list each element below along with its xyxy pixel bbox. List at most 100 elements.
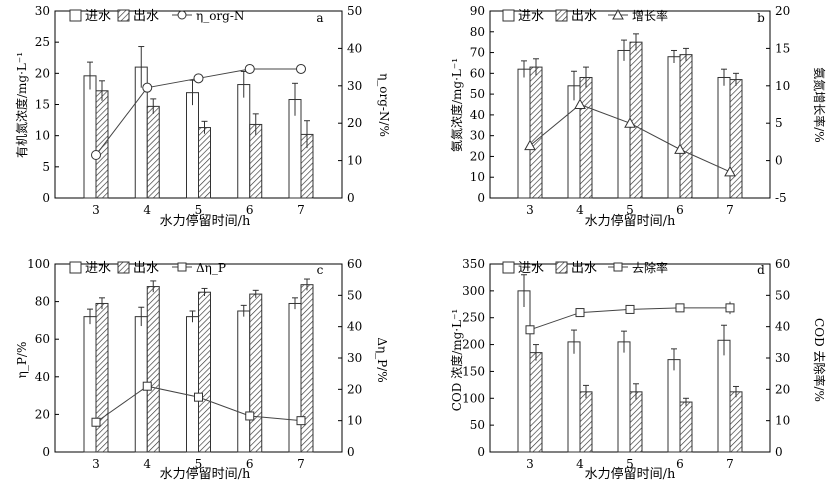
bar-effluent [146,286,160,453]
legend-label: 出水 [571,261,597,276]
bar-influent [717,339,731,453]
bar-effluent [729,391,743,453]
left-tick-label: 70 [470,46,485,60]
line-point [674,143,686,154]
left-tick-label: 5 [42,160,50,174]
x-axis-label: 水力停留时间/h [585,466,676,482]
legend-label: η_org-N [196,9,244,23]
right-tick-label: 0 [775,154,783,168]
right-tick-label: 40 [775,320,790,334]
left-tick-label: 0 [42,191,50,205]
panel-letter: a [316,11,323,25]
x-tick-label: 4 [143,203,151,217]
left-tick-label: 0 [477,445,485,459]
right-tick-label: 20 [347,116,362,130]
x-axis-label: 水力停留时间/h [160,466,251,482]
left-tick-label: 30 [35,4,50,18]
panel-b: 0 10 20 30 40 50 60 70 80 90 -5 0 5 10 15 20 3 4 5 6 7 水力停留时间… [449,4,827,229]
line-point [624,117,636,128]
left-tick-label: 100 [462,391,485,405]
bar-effluent [146,105,160,199]
legend-swatch [502,9,515,22]
right-axis-label: η_org-N/% [377,73,391,137]
x-tick-label: 6 [246,457,254,471]
x-tick-label: 5 [626,457,634,471]
right-tick-label: 50 [775,288,790,302]
legend-label: 进水 [85,261,111,276]
bar-influent [83,75,97,199]
bar-influent [186,92,199,199]
line-point [525,325,535,335]
x-tick-label: 3 [92,457,100,471]
line-point [625,304,635,314]
legend-label: Δη_P [196,261,226,275]
line-point [245,411,255,421]
left-tick-label: 80 [35,295,50,309]
x-tick-label: 6 [676,203,684,217]
line-point [296,63,306,74]
line-point [91,417,101,427]
left-axis-label: η_P/% [15,342,29,379]
bar-effluent [629,391,643,453]
x-tick-label: 5 [195,203,203,217]
left-tick-label: 0 [42,445,50,459]
bar-effluent [249,123,263,199]
left-tick-label: 50 [470,418,485,432]
x-tick-label: 4 [576,203,584,217]
bar-effluent [249,293,263,453]
line-point [575,308,585,318]
line-point [574,98,586,109]
left-tick-label: 60 [35,332,50,346]
left-tick-label: 50 [470,87,485,101]
bar-influent [667,359,681,453]
panel-c: 0 20 40 60 80 100 0 10 20 30 40 50 60 3 4 5 6 7 水力停留时间/h η_… [15,257,389,482]
bar-influent [617,341,631,453]
bar-effluent [300,284,314,453]
left-tick-label: 150 [462,364,485,378]
right-tick-label: 20 [347,382,362,396]
line-point [193,73,204,84]
x-tick-label: 3 [92,203,100,217]
bar-effluent [729,79,743,199]
line-point [91,149,101,160]
right-axis-label: Δη_P/% [375,337,389,382]
left-tick-label: 100 [27,257,50,271]
bar-influent [517,68,531,199]
left-tick-label: 30 [470,129,485,143]
x-tick-label: 3 [526,457,534,471]
right-tick-label: -5 [775,191,787,205]
x-tick-label: 7 [726,457,734,471]
x-axis-label: 水力停留时间/h [585,213,676,229]
x-tick-label: 6 [246,203,254,217]
left-tick-label: 10 [470,170,485,184]
legend-swatch [555,9,568,22]
right-tick-label: 10 [775,79,790,93]
legend-swatch [69,9,82,22]
legend-label: 出水 [133,9,159,24]
legend-marker [613,262,623,272]
left-tick-label: 10 [35,129,50,143]
bar-influent [288,302,302,453]
legend-marker [177,10,187,20]
right-tick-label: 60 [775,257,790,271]
legend-marker [177,262,187,272]
right-tick-label: 50 [347,288,362,302]
right-tick-label: 20 [775,4,790,18]
x-tick-label: 6 [676,457,684,471]
line-point [142,82,153,93]
right-tick-label: 30 [775,351,790,365]
left-tick-label: 15 [35,98,50,112]
left-axis-label: COD 浓度/mg·L⁻¹ [449,309,464,412]
right-tick-label: 30 [347,351,362,365]
legend-marker [612,8,624,20]
right-tick-label: 0 [347,191,355,205]
legend-label: 出水 [571,9,597,24]
bar-effluent [198,127,211,199]
left-tick-label: 60 [470,66,485,80]
bar-effluent [95,90,109,199]
x-axis-label: 水力停留时间/h [160,213,251,229]
bar-effluent [579,391,593,453]
x-tick-label: 7 [297,457,305,471]
bar-effluent [629,41,643,199]
